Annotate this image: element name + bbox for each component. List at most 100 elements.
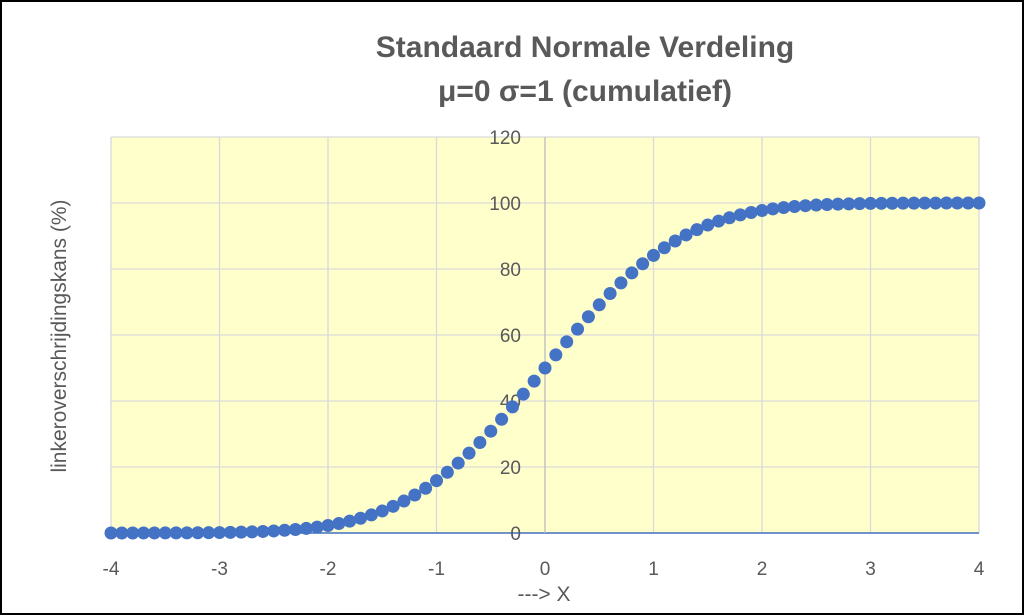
data-point: [484, 424, 498, 438]
data-point: [939, 196, 953, 210]
data-point: [592, 298, 606, 312]
data-point: [668, 234, 682, 248]
data-point: [755, 204, 769, 218]
y-tick-label: 20: [500, 458, 521, 479]
data-point: [408, 488, 422, 502]
x-tick-label: -3: [211, 559, 228, 580]
data-point: [137, 526, 151, 540]
data-point: [451, 456, 465, 470]
data-point: [202, 526, 216, 540]
data-point: [169, 526, 183, 540]
data-point: [549, 348, 563, 362]
data-point: [722, 211, 736, 225]
data-series: [104, 196, 986, 540]
data-point: [126, 526, 140, 540]
y-axis-label: linkeroverschrijdingskans (%): [48, 199, 71, 472]
x-tick-label: -4: [103, 559, 120, 580]
data-point: [473, 435, 487, 449]
data-point: [907, 196, 921, 210]
x-tick-label: 0: [540, 559, 551, 580]
data-point: [364, 508, 378, 522]
data-point: [115, 526, 129, 540]
data-point: [896, 196, 910, 210]
chart-subtitle: μ=0 σ=1 (cumulatief): [438, 75, 732, 108]
data-point: [299, 521, 313, 535]
data-point: [614, 276, 628, 290]
data-point: [158, 526, 172, 540]
data-point: [842, 197, 856, 211]
y-tick-label: 80: [500, 260, 521, 281]
data-point: [657, 241, 671, 255]
data-point: [527, 374, 541, 388]
data-point: [288, 522, 302, 536]
x-tick-label: 2: [757, 559, 768, 580]
data-point: [560, 335, 574, 349]
data-point: [375, 504, 389, 518]
data-point: [885, 196, 899, 210]
data-point: [538, 361, 552, 375]
data-point: [180, 526, 194, 540]
data-point: [505, 400, 519, 414]
y-tick-label: 0: [510, 524, 521, 545]
data-point: [256, 524, 270, 538]
data-point: [419, 481, 433, 495]
data-point: [831, 197, 845, 211]
data-point: [679, 228, 693, 242]
data-point: [712, 214, 726, 228]
data-point: [321, 518, 335, 532]
data-point: [798, 199, 812, 213]
data-point: [788, 200, 802, 214]
data-point: [397, 494, 411, 508]
data-point: [213, 526, 226, 540]
data-point: [430, 474, 443, 488]
data-point: [440, 465, 454, 479]
x-tick-label: -2: [320, 559, 337, 580]
x-tick-label: 1: [648, 559, 659, 580]
data-point: [267, 524, 281, 538]
chart-title: Standaard Normale Verdeling: [376, 31, 794, 64]
data-point: [625, 266, 639, 280]
data-point: [462, 446, 476, 460]
data-point: [581, 310, 595, 324]
y-tick-label: 120: [489, 128, 521, 149]
data-point: [278, 523, 292, 537]
data-point: [343, 514, 357, 528]
data-point: [310, 520, 324, 534]
data-point: [690, 223, 704, 237]
data-point: [701, 218, 715, 232]
x-axis-label: ---> X: [517, 583, 570, 606]
data-point: [332, 517, 346, 531]
y-tick-label: 100: [489, 194, 521, 215]
data-point: [853, 197, 867, 211]
data-point: [820, 198, 834, 212]
data-point: [223, 525, 237, 539]
data-point: [918, 196, 932, 210]
data-point: [147, 526, 161, 540]
x-tick-label: 3: [865, 559, 876, 580]
data-point: [744, 205, 758, 219]
data-point: [234, 525, 248, 539]
tick-labels: -4-3-2-101234020406080100120: [103, 128, 985, 580]
x-tick-label: -1: [428, 559, 445, 580]
data-point: [647, 248, 660, 262]
data-point: [766, 202, 780, 216]
data-point: [636, 257, 650, 271]
data-point: [733, 208, 747, 222]
data-point: [386, 499, 400, 513]
data-point: [874, 196, 888, 210]
data-point: [777, 201, 791, 215]
data-point: [104, 526, 118, 540]
data-point: [950, 196, 964, 210]
data-point: [929, 196, 943, 210]
data-point: [864, 196, 877, 210]
data-point: [809, 198, 823, 212]
x-tick-label: 4: [974, 559, 985, 580]
data-point: [571, 322, 585, 336]
y-tick-label: 60: [500, 326, 521, 347]
data-point: [245, 525, 259, 539]
data-point: [495, 412, 509, 426]
data-point: [516, 387, 530, 401]
data-point: [972, 196, 986, 210]
data-point: [191, 526, 205, 540]
